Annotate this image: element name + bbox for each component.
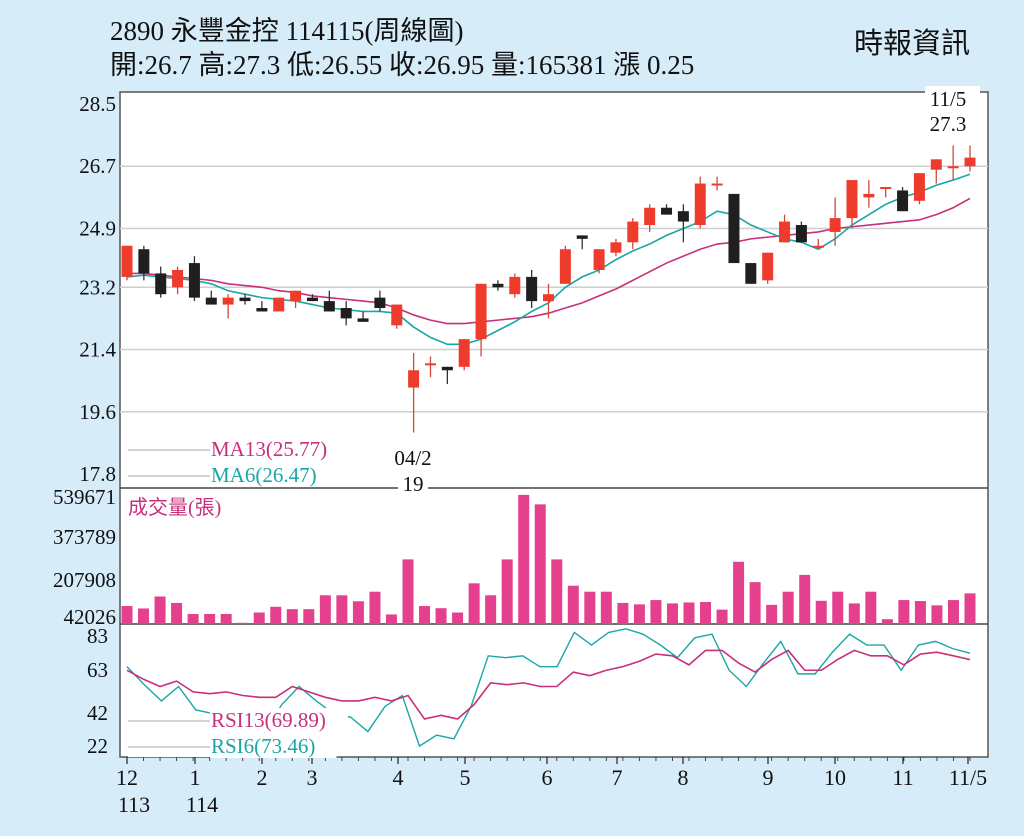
x-month-label: 9	[763, 765, 774, 790]
x-month-label: 1	[190, 765, 201, 790]
price-tick: 21.4	[79, 338, 116, 362]
volume-tick: 207908	[53, 568, 116, 592]
legend-label: MA13(25.77)	[211, 437, 327, 461]
x-month-label: 8	[678, 765, 689, 790]
volume-tick: 539671	[53, 485, 116, 509]
x-month-label: 3	[307, 765, 318, 790]
annotations: 11/527.3 04/219	[394, 86, 980, 496]
high-annotation-price: 27.3	[930, 112, 967, 136]
legend-label: MA6(26.47)	[211, 463, 317, 487]
x-month-label: 5	[460, 765, 471, 790]
x-month-label: 4	[393, 765, 404, 790]
volume-title: 成交量(張)	[128, 496, 221, 519]
legend-label: RSI6(73.46)	[211, 734, 315, 758]
x-month-label: 2	[257, 765, 268, 790]
rsi-tick: 83	[87, 624, 108, 648]
plot-frame	[119, 91, 989, 758]
rsi-tick: 63	[87, 658, 108, 682]
low-annotation-price: 19	[403, 472, 424, 496]
low-annotation-date: 04/2	[394, 446, 431, 470]
ohlc-summary: 開:26.7 高:27.3 低:26.55 收:26.95 量:165381 漲…	[110, 50, 695, 80]
price-tick: 26.7	[79, 154, 116, 178]
x-month-label: 6	[542, 765, 553, 790]
legends: 成交量(張) MA13(25.77)MA6(26.47) RSI13(69.89)R…	[128, 437, 348, 758]
price-tick: 28.5	[79, 92, 116, 116]
price-tick: 19.6	[79, 400, 116, 424]
x-month-label: 11/5	[949, 765, 987, 790]
chart-title: 2890 永豐金控 114115(周線圖)	[110, 16, 464, 46]
rsi-tick: 22	[87, 734, 108, 758]
price-tick: 23.2	[79, 275, 116, 299]
legend-label: RSI13(69.89)	[211, 708, 326, 732]
x-year-label: 113	[118, 792, 150, 817]
volume-bars	[121, 494, 976, 624]
candlesticks	[121, 145, 976, 433]
price-tick: 17.8	[79, 462, 116, 486]
high-annotation-date: 11/5	[930, 87, 967, 111]
x-year-label: 114	[186, 792, 218, 817]
volume-tick: 42026	[64, 605, 117, 629]
rsi-tick: 42	[87, 701, 108, 725]
x-month-label: 7	[612, 765, 623, 790]
x-month-label: 12	[116, 765, 138, 790]
x-month-label: 10	[824, 765, 846, 790]
brand-label: 時報資訊	[854, 28, 971, 60]
price-tick: 24.9	[79, 216, 116, 240]
x-month-label: 11	[892, 765, 913, 790]
volume-tick: 373789	[53, 525, 116, 549]
